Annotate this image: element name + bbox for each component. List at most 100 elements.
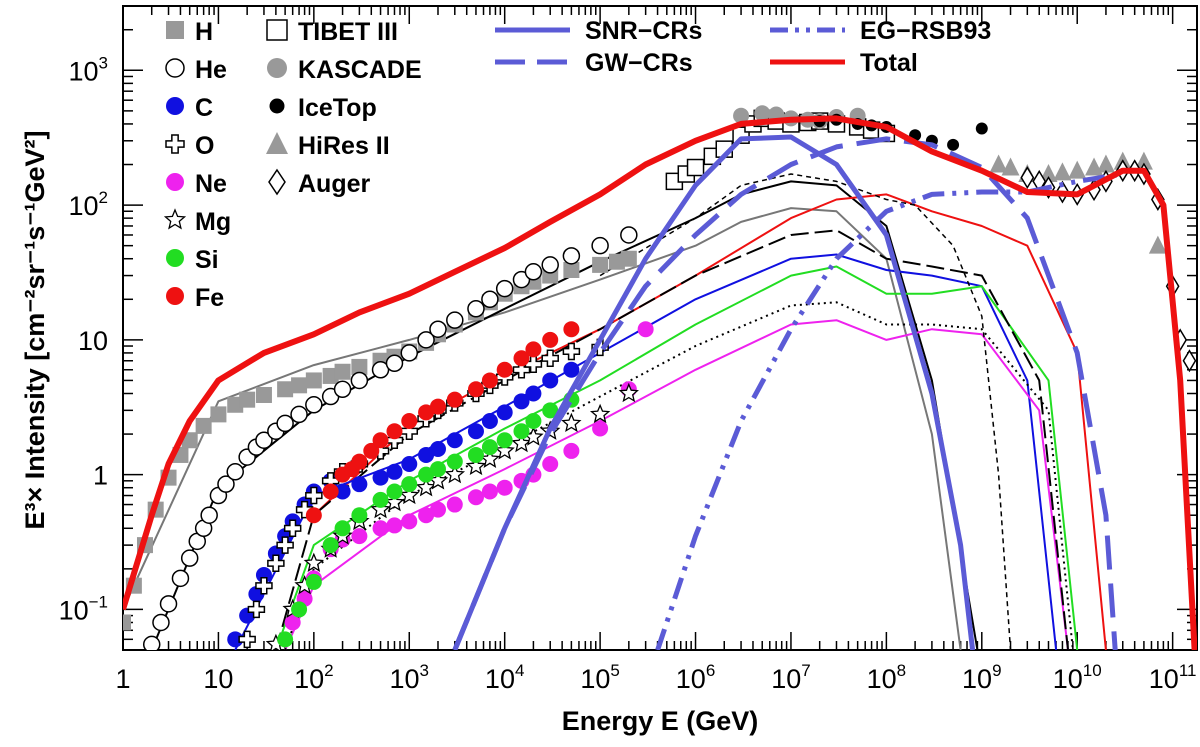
data-point xyxy=(291,377,308,394)
y-tick-label: 10−1 xyxy=(59,592,108,625)
legend-label: TIBET III xyxy=(298,18,398,46)
data-point xyxy=(283,519,302,538)
data-point xyxy=(351,528,368,545)
data-point xyxy=(525,341,542,358)
data-point xyxy=(152,613,170,632)
data-point xyxy=(386,483,403,500)
legend-label: Si xyxy=(195,246,219,274)
data-point xyxy=(1068,160,1087,179)
data-point xyxy=(305,486,323,505)
data-point xyxy=(563,442,580,459)
legend-marker xyxy=(163,208,187,230)
data-point xyxy=(989,154,1008,173)
data-point xyxy=(496,432,513,449)
data-point xyxy=(255,431,273,449)
data-point xyxy=(542,402,559,419)
series-points-he xyxy=(142,226,638,650)
data-point xyxy=(277,631,294,648)
data-point xyxy=(620,250,637,267)
x-tick-label: 106 xyxy=(676,661,716,694)
series-line-sum-model xyxy=(599,173,1012,650)
data-point xyxy=(563,321,580,338)
data-point xyxy=(418,466,435,483)
data-point xyxy=(524,263,543,281)
series-points-si xyxy=(277,391,580,648)
x-tick-label: 10 xyxy=(203,664,233,694)
x-tick-label: 107 xyxy=(771,661,811,694)
legend-marker xyxy=(266,132,288,154)
data-point xyxy=(291,601,308,618)
data-point xyxy=(467,381,484,398)
data-point xyxy=(305,573,322,590)
data-point xyxy=(401,413,418,430)
legend-label: O xyxy=(195,132,214,160)
series-line-snr-crs xyxy=(452,134,976,650)
legend-label: KASCADE xyxy=(298,56,422,84)
data-point xyxy=(401,455,418,472)
data-point xyxy=(496,361,513,378)
data-point xyxy=(401,513,418,530)
data-point xyxy=(429,501,446,518)
legend-label: SNR−CRs xyxy=(585,17,702,45)
x-tick-label: 102 xyxy=(294,661,334,694)
data-point xyxy=(277,528,294,545)
data-point xyxy=(446,311,464,329)
data-point xyxy=(947,138,960,151)
data-point xyxy=(562,247,581,265)
legend-marker xyxy=(166,249,184,267)
data-point xyxy=(1134,151,1153,170)
data-point xyxy=(1148,235,1167,254)
data-point xyxy=(429,461,446,478)
data-point xyxy=(351,453,368,470)
x-axis-title: Energy E (GeV) xyxy=(562,706,759,736)
data-point xyxy=(467,300,485,318)
data-point xyxy=(372,469,389,486)
data-point xyxy=(400,344,419,362)
data-point xyxy=(195,417,212,434)
legend-marker xyxy=(166,287,184,305)
data-point xyxy=(495,279,514,298)
data-point xyxy=(305,372,322,389)
y-axis-title: E³× Intensity [cm⁻²sr⁻¹s⁻¹GeV²] xyxy=(20,130,50,529)
data-point xyxy=(467,446,484,463)
data-point xyxy=(481,290,499,309)
data-point xyxy=(446,496,463,513)
data-point xyxy=(200,506,218,524)
data-point xyxy=(171,569,190,588)
legend-label: Auger xyxy=(298,170,371,198)
legend-label: C xyxy=(195,94,213,122)
legend-marker xyxy=(166,97,184,115)
data-point xyxy=(351,358,368,375)
data-point xyxy=(386,517,403,534)
data-point xyxy=(418,446,435,463)
data-point xyxy=(363,442,380,459)
legend-marker xyxy=(165,134,185,154)
data-point xyxy=(399,484,420,505)
data-point xyxy=(290,405,308,424)
data-point xyxy=(415,476,437,497)
series-line-gw-crs xyxy=(452,136,1118,650)
data-point xyxy=(591,236,609,255)
data-point xyxy=(446,453,463,470)
data-point xyxy=(429,398,446,415)
data-point xyxy=(159,595,178,613)
legend-marker xyxy=(269,98,285,114)
data-point xyxy=(334,363,351,380)
data-point xyxy=(512,361,531,379)
data-point xyxy=(371,361,390,379)
data-point xyxy=(303,552,325,572)
data-point xyxy=(525,413,542,430)
data-point xyxy=(637,321,654,338)
data-point xyxy=(418,404,435,421)
data-point xyxy=(334,483,351,500)
data-point xyxy=(1182,349,1197,373)
series-points-fe xyxy=(305,321,580,524)
x-tick-label: 105 xyxy=(580,661,620,694)
data-point xyxy=(210,406,227,423)
data-point xyxy=(754,105,771,122)
data-point xyxy=(481,413,498,430)
series-line-mg-model xyxy=(284,301,1074,650)
data-point xyxy=(620,226,638,244)
legend-label: H xyxy=(195,18,213,46)
